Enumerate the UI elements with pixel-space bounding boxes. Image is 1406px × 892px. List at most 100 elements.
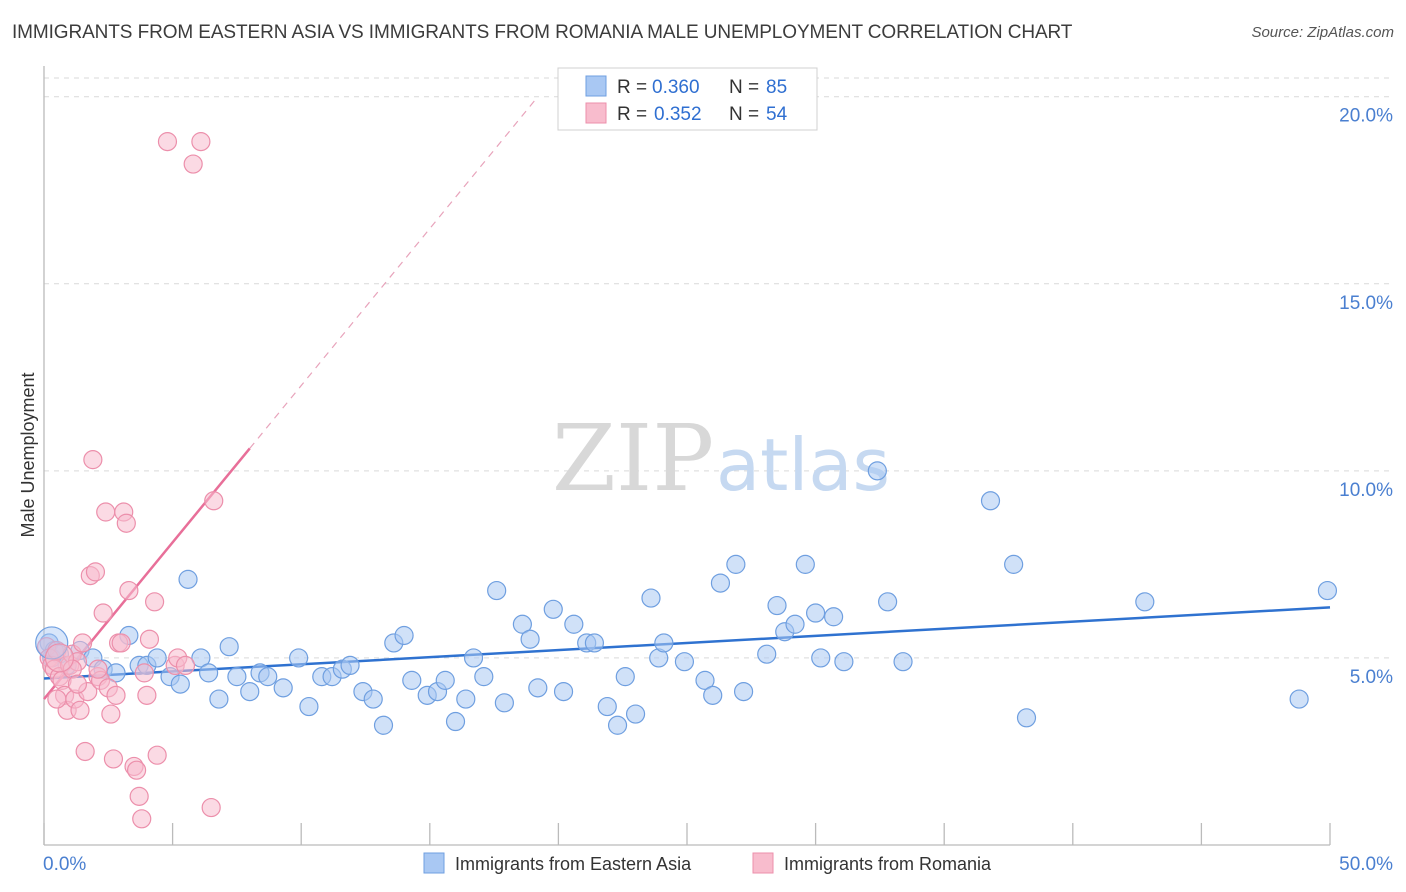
romania-point-35 [129,786,149,806]
legend-swatch-blue [585,75,607,97]
bottom-legend-swatch-pink [752,852,774,874]
eastern-asia-point-75 [834,652,854,672]
romania-point-18 [83,450,103,470]
watermark: ZIP atlas [552,405,890,512]
eastern-asia-point-23 [258,667,278,687]
romania-point-14 [72,633,93,653]
eastern-asia-point-74 [824,607,844,627]
eastern-asia-point-82 [1135,592,1155,612]
legend-r-value-1: 0.360 [652,77,700,98]
eastern-asia-point-80 [1004,554,1024,574]
romania-point-32 [119,580,139,601]
data-points [35,132,1338,829]
eastern-asia-point-42 [463,648,484,668]
eastern-asia-point-62 [695,670,715,690]
romania-trend-extension [249,96,539,449]
eastern-asia-point-49 [543,599,563,619]
eastern-asia-point-63 [703,685,723,705]
romania-point-22 [93,603,113,623]
eastern-asia-point-43 [474,667,494,687]
bottom-legend-swatch-blue [423,852,445,874]
eastern-asia-point-16 [191,648,211,668]
eastern-asia-point-44 [487,580,507,601]
series-legend: Immigrants from Eastern Asia Immigrants … [423,852,992,874]
eastern-asia-point-67 [757,644,777,664]
x-tick-label-min: 0.0% [43,854,86,875]
legend-r-label-2: R = [617,104,647,125]
eastern-asia-point-79 [980,491,1001,511]
legend-n-label-2: N = [729,104,759,125]
romania-point-36 [132,809,152,829]
eastern-asia-point-66 [733,681,754,702]
eastern-asia-point-61 [674,652,695,672]
eastern-asia-point-15 [178,569,198,589]
romania-point-23 [96,502,116,522]
y-tick-label-3: 20.0% [1339,106,1393,127]
romania-point-27 [106,685,126,705]
eastern-asia-point-77 [878,592,898,612]
romania-point-41 [147,745,167,765]
eastern-asia-point-70 [785,614,805,634]
eastern-asia-point-41 [456,689,476,709]
eastern-asia-point-47 [520,629,540,649]
eastern-asia-point-24 [273,678,293,698]
eastern-asia-point-54 [597,696,617,717]
romania-point-46 [183,154,203,174]
eastern-asia-point-73 [811,648,831,668]
eastern-asia-point-72 [805,603,826,623]
axes [43,66,1331,846]
romania-point-45 [175,655,196,676]
eastern-asia-point-12 [147,648,167,668]
bottom-legend-label-2: Immigrants from Romania [784,854,992,874]
romania-point-48 [201,797,221,818]
eastern-asia-point-65 [726,554,746,574]
romania-point-34 [126,760,147,780]
eastern-asia-point-18 [209,689,229,709]
eastern-asia-point-57 [625,704,646,724]
y-tick-label-2: 15.0% [1339,293,1393,314]
romania-cluster-point [44,643,75,673]
eastern-asia-point-21 [240,681,260,702]
romania-point-19 [85,562,106,582]
eastern-asia-point-17 [199,663,219,683]
romania-point-38 [137,685,157,705]
eastern-asia-point-68 [767,595,787,616]
eastern-asia-point-32 [363,689,383,709]
eastern-asia-point-33 [373,715,394,735]
correlation-legend: R = 0.360 N = 85 R = 0.352 N = 54 [557,67,818,131]
eastern-asia-point-26 [299,696,319,717]
eastern-asia-point-55 [607,715,628,735]
romania-point-15 [75,741,95,762]
eastern-asia-point-64 [710,573,731,593]
eastern-asia-point-83 [1289,689,1309,709]
legend-n-label-1: N = [729,77,759,98]
romania-point-25 [101,704,121,724]
romania-point-13 [70,700,90,720]
legend-r-label-1: R = [617,77,647,98]
eastern-asia-point-14 [170,674,190,694]
eastern-asia-cluster-point [35,626,69,660]
eastern-asia-point-48 [528,678,548,698]
eastern-asia-point-39 [435,670,455,690]
y-tick-label-0: 5.0% [1350,667,1393,688]
eastern-asia-point-20 [227,667,247,687]
grid [44,77,1393,659]
eastern-asia-point-46 [512,614,532,634]
source-credit: Source: ZipAtlas.com [1251,24,1394,41]
eastern-asia-point-60 [654,633,674,653]
eastern-asia-point-76 [867,461,887,481]
eastern-asia-point-56 [615,667,635,687]
bottom-legend-label-1: Immigrants from Eastern Asia [455,854,692,874]
romania-point-26 [103,749,124,769]
romania-point-53 [47,689,67,709]
eastern-asia-point-25 [289,648,309,668]
eastern-asia-point-78 [893,652,913,672]
romania-point-40 [144,592,165,612]
romania-point-52 [88,659,108,679]
eastern-asia-point-40 [445,711,466,732]
romania-point-37 [134,663,154,683]
legend-n-value-1: 85 [766,77,787,98]
legend-r-value-2: 0.352 [654,104,702,125]
romania-point-29 [111,633,131,653]
